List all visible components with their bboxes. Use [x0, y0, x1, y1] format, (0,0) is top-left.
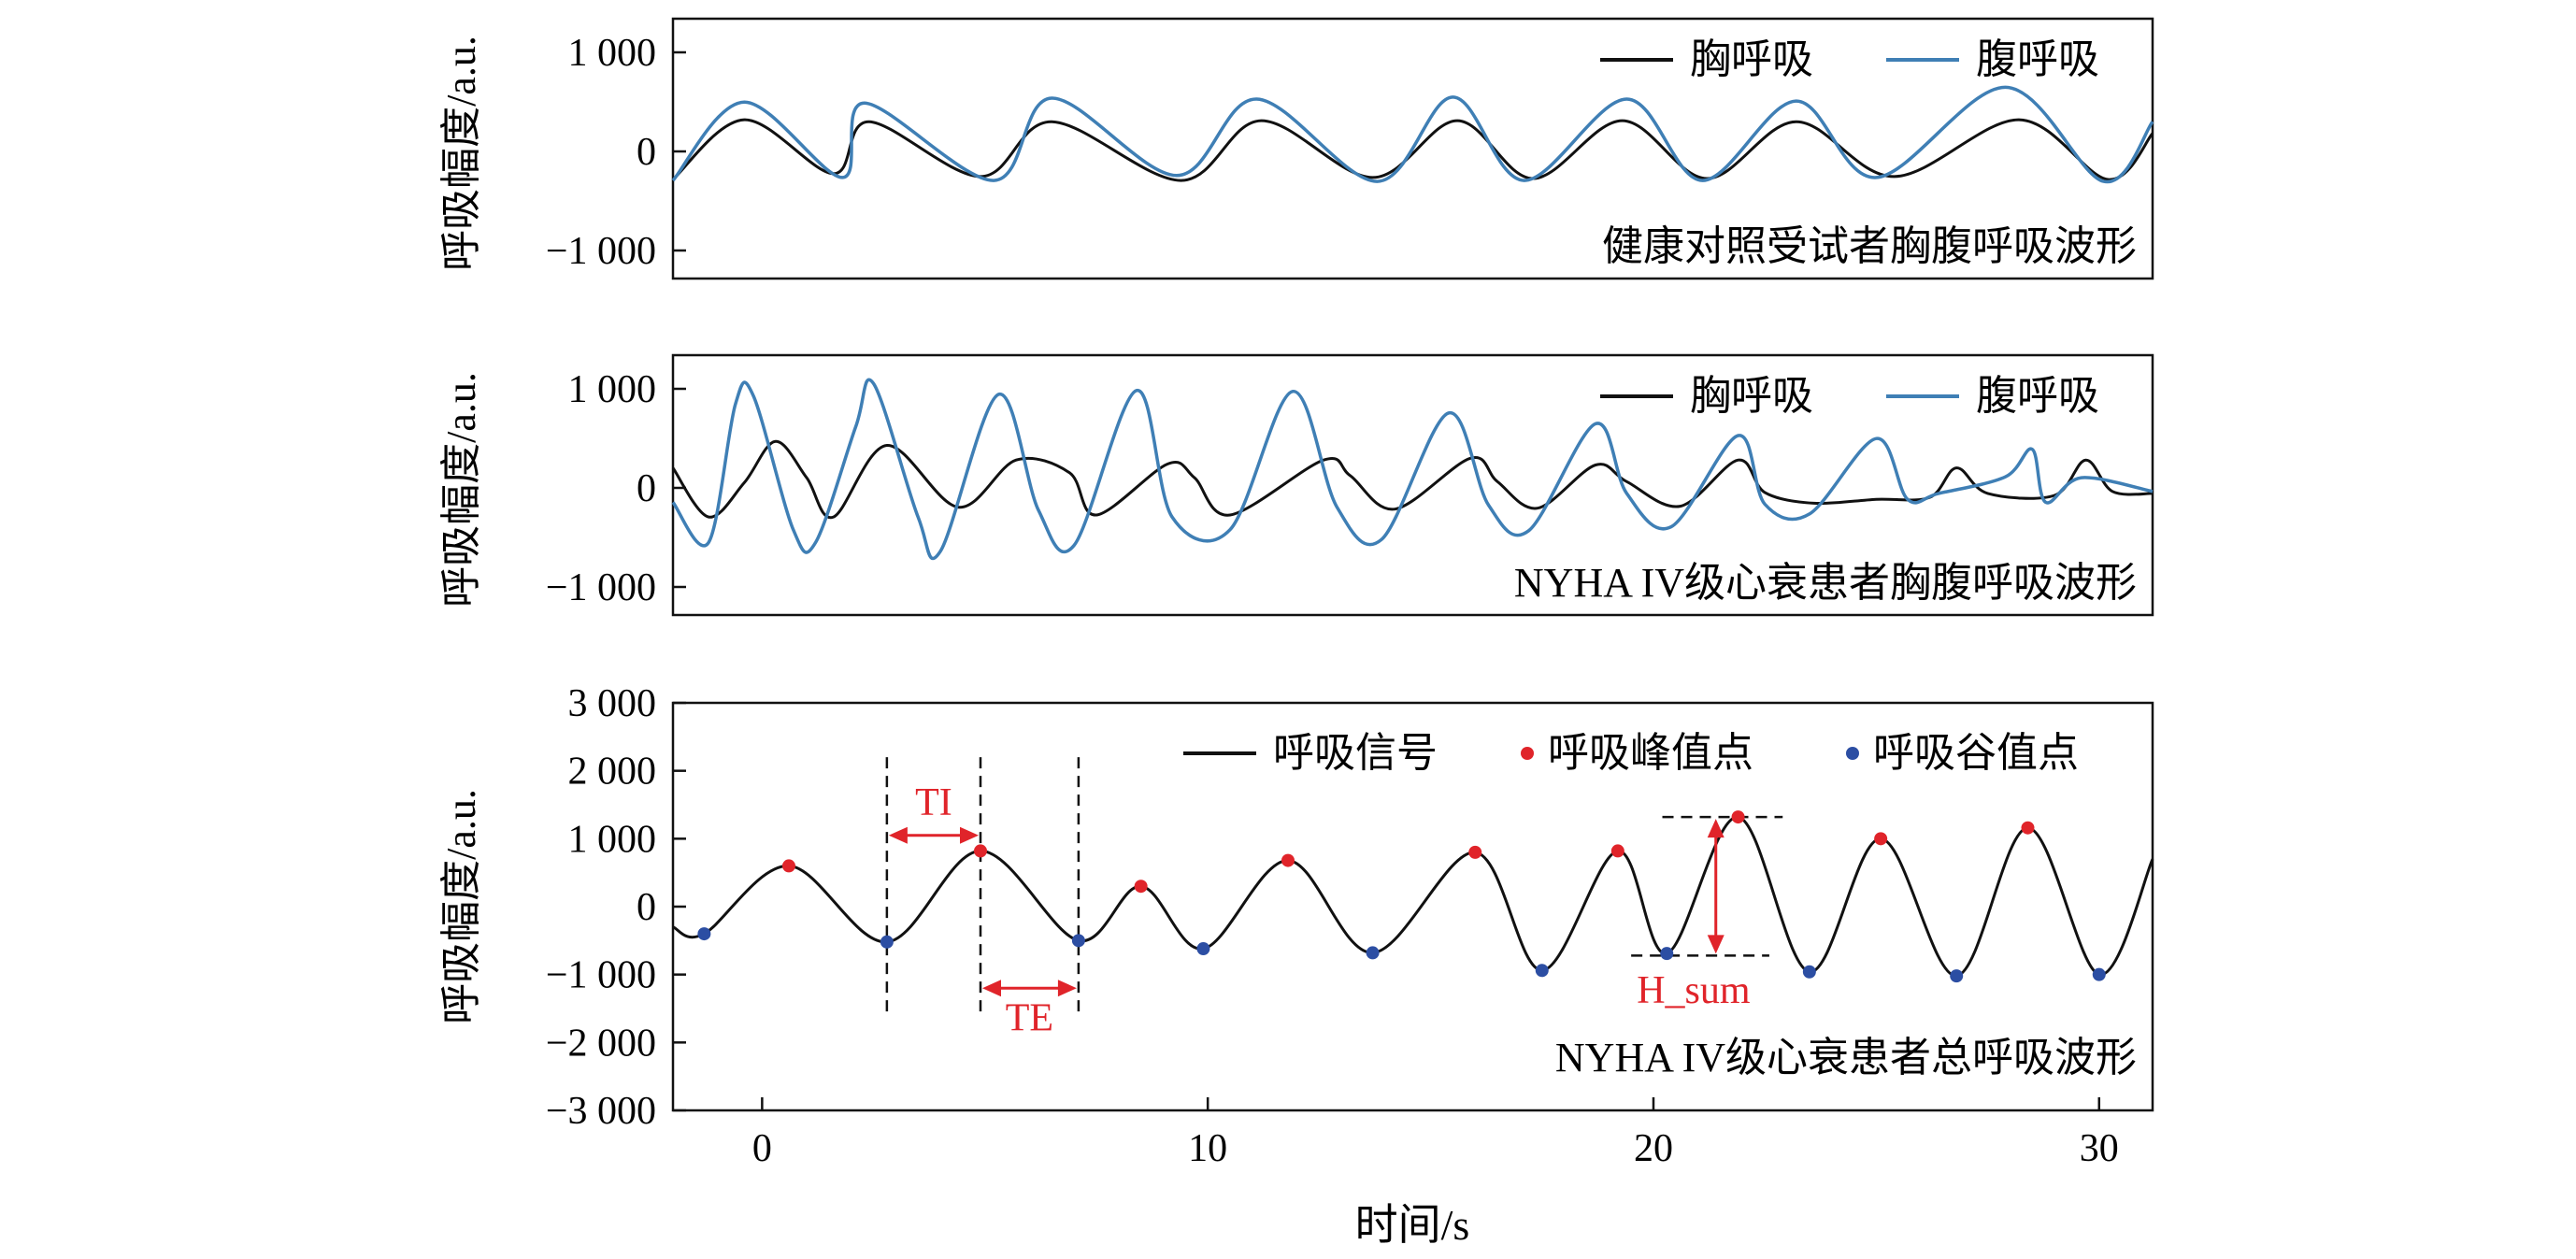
- y-tick-label: 1 000: [568, 32, 657, 75]
- legend-marker-trough: [1846, 747, 1859, 760]
- trough-point: [1950, 969, 1964, 983]
- hsum-arrowhead: [1707, 819, 1724, 838]
- legend-label-chest: 胸呼吸: [1690, 36, 1813, 82]
- panel-annotation: NYHA IV级心衰患者总呼吸波形: [1555, 1035, 2137, 1080]
- x-tick-label: 0: [752, 1127, 772, 1170]
- peak-point: [1281, 853, 1295, 867]
- peak-point: [2021, 821, 2035, 835]
- panel-hf-total: 3 000 2 000 1 000 0 −1 000 −2 000 −3 000 呼吸幅度/…: [438, 682, 2154, 1170]
- y-tick-label: 3 000: [568, 682, 657, 725]
- x-tick-label: 30: [2080, 1127, 2119, 1170]
- trough-point: [1366, 946, 1380, 960]
- hsum-arrowhead: [1707, 935, 1724, 954]
- panel-annotation: 健康对照受试者胸腹呼吸波形: [1602, 223, 2137, 269]
- interval-markers: TI TE H_sum: [885, 757, 1783, 1039]
- y-ticks: 3 000 2 000 1 000 0 −1 000 −2 000 −3 000: [546, 682, 686, 1133]
- panel-hf-chest-abdomen: 1 000 0 −1 000 呼吸幅度/a.u. 胸呼吸 腹呼吸 NYHA IV…: [438, 353, 2154, 617]
- series-total: [672, 815, 2154, 978]
- x-axis-label: 时间/s: [1355, 1201, 1470, 1249]
- y-tick-label: −1 000: [546, 566, 656, 609]
- series-line: [671, 378, 2154, 561]
- series-troughs: [697, 927, 2106, 983]
- series-abdomen: [671, 85, 2154, 183]
- legend: 呼吸信号 呼吸峰值点 呼吸谷值点: [1183, 730, 2079, 776]
- y-axis-label: 呼吸幅度/a.u.: [438, 36, 484, 271]
- y-axis-label: 呼吸幅度/a.u.: [438, 789, 484, 1024]
- y-axis-label: 呼吸幅度/a.u.: [438, 372, 484, 608]
- ti-label: TI: [915, 781, 952, 824]
- y-tick-label: 0: [637, 886, 656, 929]
- y-tick-label: 1 000: [568, 368, 657, 411]
- panel-healthy: 1 000 0 −1 000 呼吸幅度/a.u. 胸呼吸 腹呼吸 健康对照受试者…: [438, 17, 2154, 280]
- legend-label-abdomen: 腹呼吸: [1976, 373, 2099, 419]
- plot-frame: [671, 353, 2154, 617]
- te-arrowhead: [981, 980, 1001, 997]
- peak-point: [973, 844, 987, 858]
- y-tick-label: −1 000: [546, 230, 656, 273]
- y-tick-label: −3 000: [546, 1090, 656, 1133]
- ti-arrowhead: [888, 826, 908, 844]
- legend-label-peak: 呼吸峰值点: [1548, 730, 1753, 776]
- trough-point: [2092, 967, 2106, 981]
- te-arrowhead: [1057, 980, 1077, 997]
- trough-point: [697, 927, 711, 941]
- y-tick-label: −1 000: [546, 954, 656, 997]
- series-abdomen: [671, 378, 2154, 561]
- legend-label-trough: 呼吸谷值点: [1873, 730, 2079, 776]
- plot-frame: [671, 17, 2154, 280]
- series-line: [671, 85, 2154, 183]
- y-tick-label: 0: [637, 131, 656, 174]
- peak-point: [1731, 810, 1745, 824]
- y-tick-label: 0: [637, 467, 656, 510]
- trough-point: [1660, 947, 1674, 961]
- peak-point: [1134, 880, 1148, 894]
- trough-point: [880, 935, 894, 949]
- trough-point: [1196, 942, 1210, 956]
- series-chest: [671, 118, 2154, 182]
- y-tick-label: 1 000: [568, 818, 657, 861]
- x-tick-label: 20: [1634, 1127, 1673, 1170]
- legend: 胸呼吸 腹呼吸: [1600, 36, 2099, 82]
- te-label: TE: [1006, 996, 1053, 1039]
- legend-label-abdomen: 腹呼吸: [1976, 36, 2099, 82]
- y-ticks: [673, 50, 686, 252]
- y-tick-label: −2 000: [546, 1022, 656, 1065]
- series-line: [671, 118, 2154, 182]
- hsum-label: H_sum: [1637, 969, 1751, 1012]
- series-peaks: [781, 810, 2035, 894]
- trough-point: [1535, 964, 1549, 978]
- trough-point: [1802, 965, 1816, 979]
- x-ticks: 0 10 20 30: [752, 1097, 2119, 1170]
- series-line: [672, 815, 2154, 978]
- ti-arrowhead: [959, 826, 979, 844]
- peak-point: [1610, 844, 1624, 858]
- x-tick-label: 10: [1188, 1127, 1227, 1170]
- panel-annotation: NYHA IV级心衰患者胸腹呼吸波形: [1514, 560, 2137, 606]
- trough-point: [1071, 934, 1085, 948]
- legend: 胸呼吸 腹呼吸: [1600, 373, 2099, 419]
- legend-label-chest: 胸呼吸: [1690, 373, 1813, 419]
- legend-marker-peak: [1521, 747, 1534, 760]
- peak-point: [781, 859, 795, 873]
- legend-label-signal: 呼吸信号: [1273, 730, 1438, 776]
- peak-point: [1874, 832, 1888, 846]
- y-tick-label: 2 000: [568, 751, 657, 794]
- peak-point: [1468, 845, 1482, 859]
